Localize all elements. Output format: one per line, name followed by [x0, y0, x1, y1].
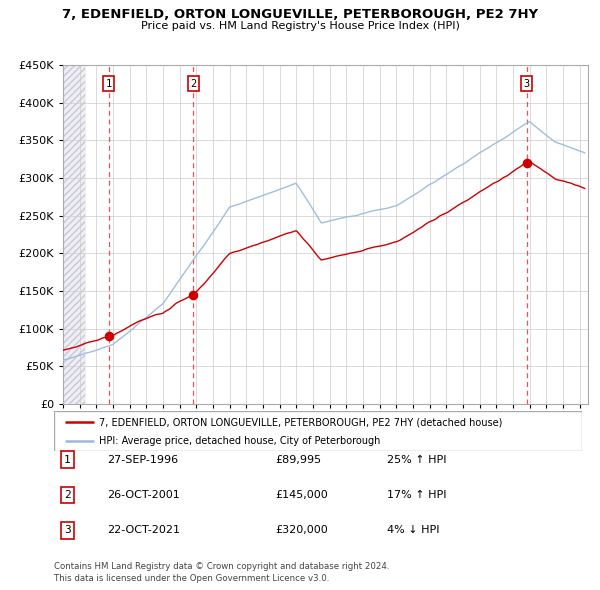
Text: HPI: Average price, detached house, City of Peterborough: HPI: Average price, detached house, City…	[99, 437, 380, 446]
Text: 27-SEP-1996: 27-SEP-1996	[107, 455, 178, 464]
Text: 25% ↑ HPI: 25% ↑ HPI	[386, 455, 446, 464]
Text: 4% ↓ HPI: 4% ↓ HPI	[386, 526, 439, 535]
Text: This data is licensed under the Open Government Licence v3.0.: This data is licensed under the Open Gov…	[54, 574, 329, 583]
Text: Contains HM Land Registry data © Crown copyright and database right 2024.: Contains HM Land Registry data © Crown c…	[54, 562, 389, 571]
Text: £320,000: £320,000	[276, 526, 329, 535]
Text: 1: 1	[106, 78, 112, 88]
Point	[104, 332, 113, 341]
Bar	[63, 65, 85, 404]
Text: 2: 2	[190, 78, 196, 88]
Text: 3: 3	[523, 78, 530, 88]
Point	[188, 290, 198, 300]
Text: 7, EDENFIELD, ORTON LONGUEVILLE, PETERBOROUGH, PE2 7HY (detached house): 7, EDENFIELD, ORTON LONGUEVILLE, PETERBO…	[99, 418, 502, 428]
Bar	[63, 65, 85, 404]
Text: 17% ↑ HPI: 17% ↑ HPI	[386, 490, 446, 500]
Text: Price paid vs. HM Land Registry's House Price Index (HPI): Price paid vs. HM Land Registry's House …	[140, 21, 460, 31]
Text: 3: 3	[64, 526, 71, 535]
Text: 22-OCT-2021: 22-OCT-2021	[107, 526, 180, 535]
FancyBboxPatch shape	[54, 411, 582, 451]
Text: 2: 2	[64, 490, 71, 500]
Text: £89,995: £89,995	[276, 455, 322, 464]
Text: £145,000: £145,000	[276, 490, 329, 500]
Point	[522, 158, 532, 168]
Text: 1: 1	[64, 455, 71, 464]
Text: 7, EDENFIELD, ORTON LONGUEVILLE, PETERBOROUGH, PE2 7HY: 7, EDENFIELD, ORTON LONGUEVILLE, PETERBO…	[62, 8, 538, 21]
Text: 26-OCT-2001: 26-OCT-2001	[107, 490, 179, 500]
